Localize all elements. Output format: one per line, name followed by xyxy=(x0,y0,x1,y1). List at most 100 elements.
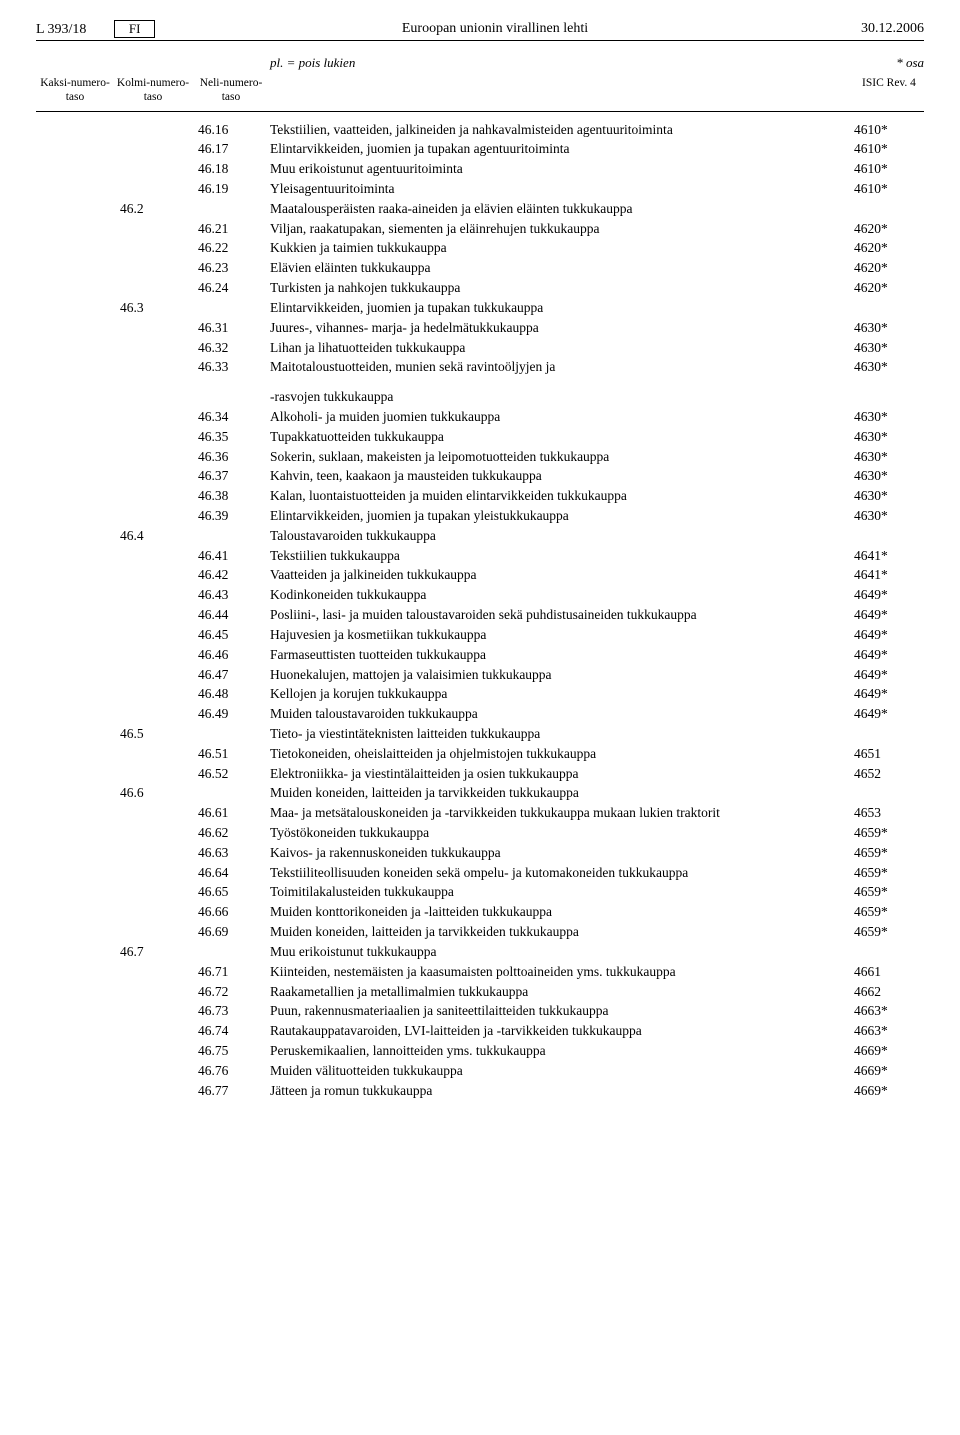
cell-description: Rautakauppatavaroiden, LVI-laitteiden ja… xyxy=(270,1022,854,1040)
cell-level2: 46.2 xyxy=(114,200,192,218)
cell-level1 xyxy=(36,903,114,921)
cell-level3: 46.51 xyxy=(192,745,270,763)
cell-level3: 46.66 xyxy=(192,903,270,921)
cell-description: Puun, rakennusmateriaalien ja saniteetti… xyxy=(270,1002,854,1020)
cell-level3: 46.36 xyxy=(192,448,270,466)
cell-description: Muiden välituotteiden tukkukauppa xyxy=(270,1062,854,1080)
cell-level3 xyxy=(192,299,270,317)
cell-level2 xyxy=(114,983,192,1001)
cell-level2 xyxy=(114,358,192,376)
cell-description: Muiden konttorikoneiden ja -laitteiden t… xyxy=(270,903,854,921)
cell-level2 xyxy=(114,319,192,337)
cell-description: Turkisten ja nahkojen tukkukauppa xyxy=(270,279,854,297)
table-row: 46.44Posliini-, lasi- ja muiden talousta… xyxy=(36,605,924,625)
header-title: Euroopan unionin virallinen lehti xyxy=(186,21,804,37)
cell-isic: 4651 xyxy=(854,745,924,763)
cell-isic: 4649* xyxy=(854,666,924,684)
cell-isic: 4630* xyxy=(854,507,924,525)
cell-level1 xyxy=(36,646,114,664)
cell-level1 xyxy=(36,943,114,961)
table-row: 46.5Tieto- ja viestintäteknisten laittei… xyxy=(36,724,924,744)
table-row: 46.36Sokerin, suklaan, makeisten ja leip… xyxy=(36,447,924,467)
table-row: 46.38Kalan, luontaistuotteiden ja muiden… xyxy=(36,486,924,506)
cell-level2 xyxy=(114,765,192,783)
cell-description: Elektroniikka- ja viestintälaitteiden ja… xyxy=(270,765,854,783)
cell-isic: 4630* xyxy=(854,358,924,376)
table-row: 46.66Muiden konttorikoneiden ja -laittei… xyxy=(36,902,924,922)
cell-isic: 4610* xyxy=(854,140,924,158)
cell-level1 xyxy=(36,448,114,466)
table-row: 46.7Muu erikoistunut tukkukauppa xyxy=(36,942,924,962)
cell-level3: 46.21 xyxy=(192,220,270,238)
cell-isic xyxy=(854,388,924,406)
cell-description: Muu erikoistunut agentuuritoiminta xyxy=(270,160,854,178)
cell-description: Kellojen ja korujen tukkukauppa xyxy=(270,685,854,703)
cell-level2 xyxy=(114,864,192,882)
cell-level1 xyxy=(36,725,114,743)
cell-level1 xyxy=(36,239,114,257)
cell-level1 xyxy=(36,299,114,317)
cell-level1 xyxy=(36,626,114,644)
cell-level2 xyxy=(114,507,192,525)
cell-level1 xyxy=(36,1082,114,1100)
cell-level1 xyxy=(36,983,114,1001)
cell-level3: 46.44 xyxy=(192,606,270,624)
cell-level3 xyxy=(192,200,270,218)
cell-description: Tieto- ja viestintäteknisten laitteiden … xyxy=(270,725,854,743)
cell-isic xyxy=(854,725,924,743)
cell-isic: 4659* xyxy=(854,903,924,921)
cell-level1 xyxy=(36,666,114,684)
cell-level1 xyxy=(36,428,114,446)
cell-isic: 4620* xyxy=(854,259,924,277)
cell-level2: 46.7 xyxy=(114,943,192,961)
cell-level3: 46.16 xyxy=(192,121,270,139)
cell-level2 xyxy=(114,685,192,703)
cell-level1 xyxy=(36,140,114,158)
cell-level3: 46.34 xyxy=(192,408,270,426)
legend-spacer xyxy=(36,55,270,71)
colhead-desc xyxy=(270,77,854,105)
table-row: 46.31Juures-, vihannes- marja- ja hedelm… xyxy=(36,318,924,338)
table-row: 46.45Hajuvesien ja kosmetiikan tukkukaup… xyxy=(36,625,924,645)
cell-level2 xyxy=(114,408,192,426)
cell-level1 xyxy=(36,279,114,297)
cell-level2 xyxy=(114,339,192,357)
colhead-level3: Neli-numero-taso xyxy=(192,77,270,105)
cell-level2 xyxy=(114,903,192,921)
cell-level2 xyxy=(114,566,192,584)
table-row: 46.35Tupakkatuotteiden tukkukauppa4630* xyxy=(36,427,924,447)
table-row: 46.52Elektroniikka- ja viestintälaitteid… xyxy=(36,764,924,784)
cell-description: Lihan ja lihatuotteiden tukkukauppa xyxy=(270,339,854,357)
table-row: 46.41Tekstiilien tukkukauppa4641* xyxy=(36,546,924,566)
table-row: 46.4Taloustavaroiden tukkukauppa xyxy=(36,526,924,546)
table-row: 46.48Kellojen ja korujen tukkukauppa4649… xyxy=(36,684,924,704)
cell-level2 xyxy=(114,923,192,941)
cell-level2 xyxy=(114,388,192,406)
cell-level3: 46.24 xyxy=(192,279,270,297)
cell-description: Hajuvesien ja kosmetiikan tukkukauppa xyxy=(270,626,854,644)
cell-description: Maitotaloustuotteiden, munien sekä ravin… xyxy=(270,358,854,376)
cell-isic: 4653 xyxy=(854,804,924,822)
cell-level2 xyxy=(114,626,192,644)
cell-level2 xyxy=(114,824,192,842)
cell-level1 xyxy=(36,408,114,426)
table-row: 46.22Kukkien ja taimien tukkukauppa4620* xyxy=(36,238,924,258)
cell-level1 xyxy=(36,339,114,357)
cell-level2 xyxy=(114,745,192,763)
cell-level2 xyxy=(114,1082,192,1100)
cell-level3: 46.47 xyxy=(192,666,270,684)
cell-level2 xyxy=(114,606,192,624)
cell-level3: 46.65 xyxy=(192,883,270,901)
cell-level1 xyxy=(36,1062,114,1080)
cell-level2 xyxy=(114,180,192,198)
cell-level3: 46.33 xyxy=(192,358,270,376)
cell-level1 xyxy=(36,883,114,901)
cell-description: Tupakkatuotteiden tukkukauppa xyxy=(270,428,854,446)
cell-level2 xyxy=(114,547,192,565)
table-row: 46.64Tekstiiliteollisuuden koneiden sekä… xyxy=(36,863,924,883)
cell-isic: 4659* xyxy=(854,923,924,941)
cell-isic xyxy=(854,527,924,545)
cell-level1 xyxy=(36,121,114,139)
table-row: 46.76Muiden välituotteiden tukkukauppa46… xyxy=(36,1061,924,1081)
cell-description: Elintarvikkeiden, juomien ja tupakan age… xyxy=(270,140,854,158)
